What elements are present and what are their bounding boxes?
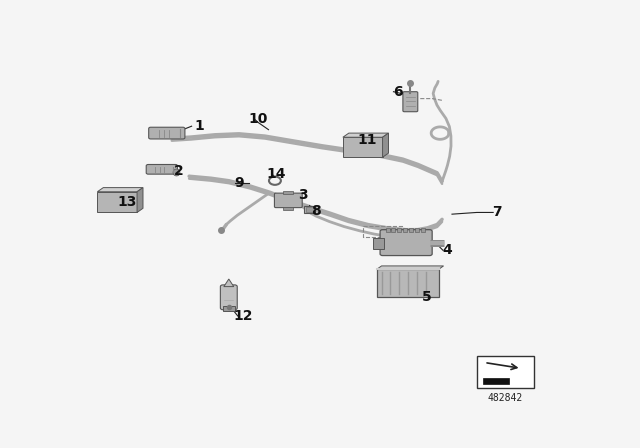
- FancyBboxPatch shape: [146, 164, 177, 174]
- Bar: [372, 237, 383, 249]
- Bar: [284, 191, 293, 194]
- Text: 3: 3: [298, 188, 308, 202]
- Polygon shape: [343, 133, 388, 137]
- Text: 11: 11: [358, 133, 378, 147]
- Text: 8: 8: [311, 204, 321, 218]
- Polygon shape: [343, 137, 383, 157]
- Text: 7: 7: [492, 206, 502, 220]
- Polygon shape: [137, 188, 143, 212]
- Polygon shape: [97, 188, 143, 192]
- FancyBboxPatch shape: [403, 92, 418, 112]
- Polygon shape: [376, 269, 438, 297]
- Text: 5: 5: [422, 290, 432, 304]
- Bar: [284, 207, 293, 210]
- Bar: [421, 228, 425, 232]
- Text: 482842: 482842: [488, 392, 523, 402]
- Bar: [385, 228, 390, 232]
- Bar: [477, 356, 534, 388]
- Polygon shape: [97, 192, 137, 212]
- Polygon shape: [383, 133, 388, 157]
- FancyBboxPatch shape: [275, 193, 302, 207]
- Polygon shape: [224, 279, 234, 287]
- Bar: [304, 206, 315, 213]
- Polygon shape: [376, 266, 444, 269]
- Bar: [306, 207, 314, 212]
- FancyBboxPatch shape: [148, 127, 185, 139]
- Text: 13: 13: [117, 195, 137, 209]
- Bar: [415, 228, 419, 232]
- Bar: [483, 378, 509, 384]
- Text: 10: 10: [249, 112, 268, 126]
- Bar: [403, 228, 408, 232]
- Text: 6: 6: [392, 85, 403, 99]
- Bar: [223, 306, 235, 311]
- FancyBboxPatch shape: [380, 230, 432, 255]
- Bar: [397, 228, 401, 232]
- Text: 1: 1: [194, 119, 204, 133]
- Bar: [392, 228, 396, 232]
- FancyBboxPatch shape: [220, 285, 237, 310]
- Text: 14: 14: [266, 168, 285, 181]
- Text: 12: 12: [234, 309, 253, 323]
- Text: 4: 4: [442, 243, 452, 258]
- Bar: [410, 228, 413, 232]
- Text: 9: 9: [234, 176, 244, 190]
- Text: 2: 2: [174, 164, 184, 178]
